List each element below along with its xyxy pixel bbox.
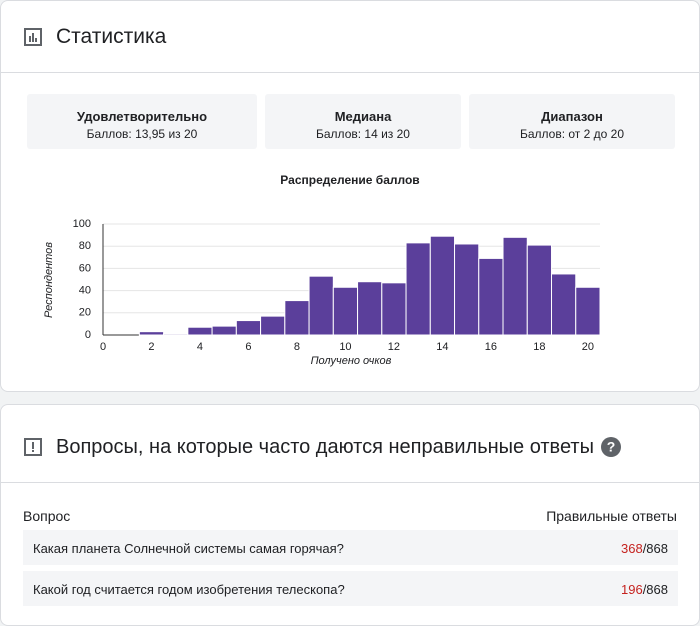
total-count: /868 [642, 582, 668, 597]
bar [260, 315, 286, 336]
x-tick-label: 4 [197, 341, 203, 353]
y-tick-label: 60 [79, 262, 91, 274]
bar [381, 282, 407, 336]
bar [163, 333, 189, 336]
stat-card: Удовлетворительно Баллов: 13,95 из 20 [27, 94, 257, 149]
stat-title: Удовлетворительно [76, 109, 208, 124]
x-tick-label: 0 [100, 341, 106, 353]
section-title: Статистика [56, 25, 167, 48]
x-tick-label: 10 [339, 341, 351, 353]
stat-title: Диапазон [541, 109, 603, 124]
bar [187, 326, 213, 336]
bar [551, 273, 577, 336]
bar [502, 236, 528, 336]
total-count: /868 [642, 541, 668, 556]
svg-text:?: ? [607, 439, 616, 455]
score: 368/868 [621, 541, 668, 556]
bar [235, 320, 262, 336]
x-tick-label: 14 [436, 341, 448, 353]
help-icon[interactable]: ? [601, 437, 621, 457]
chart-title: Распределение баллов [280, 173, 419, 187]
stat-card: Медиана Баллов: 14 из 20 [265, 94, 461, 149]
question-row: Какой год считается годом изобретения те… [23, 571, 678, 606]
bar [575, 286, 601, 336]
correct-count: 368 [620, 541, 643, 556]
question-text: Какой год считается годом изобретения те… [33, 582, 345, 597]
x-tick-label: 6 [245, 341, 251, 353]
question-text: Какая планета Солнечной системы самая го… [33, 541, 344, 556]
column-header: Вопрос [23, 508, 71, 524]
x-tick-label: 16 [485, 341, 497, 353]
x-axis-label: Получено очков [311, 355, 392, 367]
bar [332, 286, 359, 336]
questions-card: Вопросы, на которые часто даются неправи… [0, 404, 700, 626]
y-tick-label: 40 [79, 285, 91, 297]
bar [405, 242, 431, 336]
x-tick-label: 2 [148, 341, 154, 353]
y-tick-label: 100 [73, 218, 91, 230]
x-tick-label: 12 [388, 341, 400, 353]
chart-icon [24, 28, 42, 46]
score: 196/868 [621, 582, 668, 597]
stat-title: Медиана [334, 109, 392, 124]
bar [478, 257, 504, 336]
stat-detail: Баллов: 14 из 20 [316, 127, 410, 141]
correct-count: 196 [620, 582, 643, 597]
divider [1, 482, 699, 483]
question-row: Какая планета Солнечной системы самая го… [23, 530, 678, 565]
stat-detail: Баллов: от 2 до 20 [519, 127, 624, 141]
bar [357, 281, 383, 336]
y-tick-label: 80 [79, 240, 91, 252]
divider [1, 72, 699, 73]
histogram: Распределение баллов Получено очков Респ… [43, 173, 601, 367]
bar [284, 300, 310, 336]
column-header: Правильные ответы [546, 508, 677, 524]
alert-icon [24, 438, 42, 456]
x-tick-label: 20 [582, 341, 594, 353]
statistics-card: Статистика Удовлетворительно Баллов: 13,9… [0, 0, 700, 392]
y-tick-label: 20 [79, 307, 91, 319]
bar [454, 243, 480, 336]
section-title: Вопросы, на которые часто даются неправи… [56, 436, 594, 458]
bar [429, 235, 456, 336]
bar [308, 275, 334, 336]
bar [526, 244, 553, 336]
stat-card: Диапазон Баллов: от 2 до 20 [469, 94, 675, 149]
x-tick-label: 18 [533, 341, 545, 353]
y-axis-label: Респондентов [43, 242, 55, 318]
x-tick-label: 8 [294, 341, 300, 353]
bar [138, 331, 165, 336]
y-tick-label: 0 [85, 329, 91, 341]
stat-detail: Баллов: 13,95 из 20 [86, 127, 198, 141]
bar [211, 325, 237, 336]
